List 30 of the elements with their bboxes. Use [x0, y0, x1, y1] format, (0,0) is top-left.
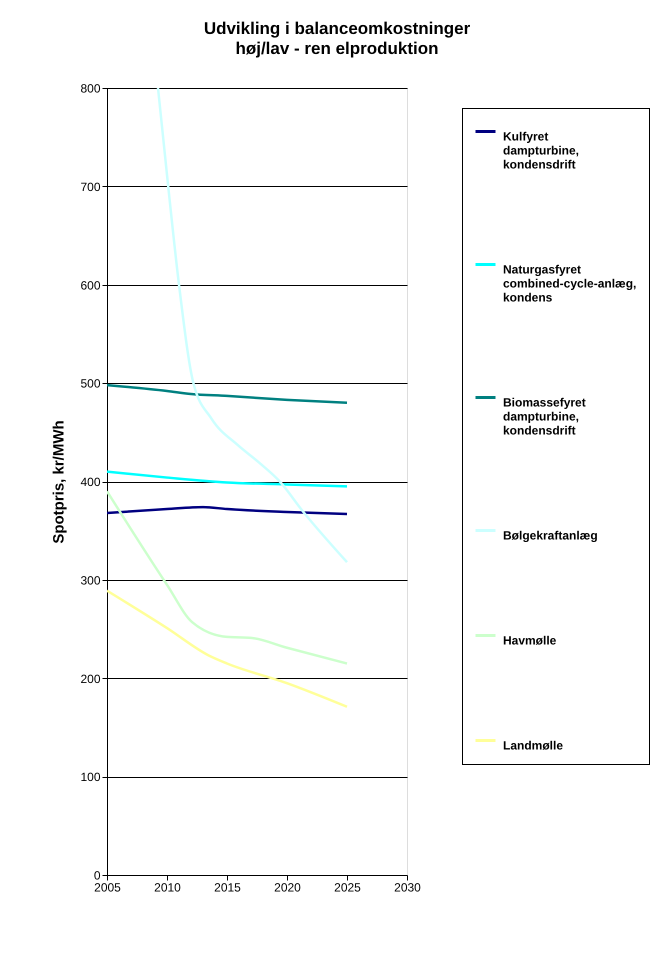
x-tick-label: 2030	[394, 880, 422, 894]
line-series	[107, 470, 348, 488]
y-tick-label: 700	[80, 180, 101, 194]
legend-label: Landmølle	[503, 738, 564, 752]
line-series	[156, 88, 348, 564]
legend-label: Kulfyret dampturbine, kondensdrift	[503, 130, 580, 172]
line-series	[107, 384, 348, 404]
y-tick-label: 300	[80, 573, 101, 588]
x-tick-label: 2015	[214, 880, 242, 894]
line-series	[107, 490, 348, 665]
legend-label: Havmølle	[503, 634, 557, 648]
legend-label: Biomassefyret dampturbine, kondensdrift	[503, 396, 586, 438]
line-series	[107, 506, 348, 516]
x-tick-label: 2005	[94, 880, 122, 894]
legend-label: Naturgasfyret combined-cycle-anlæg, kondens	[503, 262, 636, 304]
y-tick-label: 0	[94, 868, 101, 882]
legend-label: Bølgekraftanlæg	[503, 528, 598, 542]
y-tick-label: 600	[80, 278, 101, 292]
y-tick-label: 400	[80, 475, 101, 489]
y-axis-title: Spotpris, kr/MWh	[50, 420, 68, 544]
line-series	[107, 589, 348, 708]
y-tick-label: 100	[80, 770, 101, 784]
x-tick-label: 2025	[334, 880, 362, 894]
chart-subtitle: høj/lav - ren elproduktion	[235, 39, 439, 58]
x-tick-label: 2020	[274, 880, 302, 894]
y-tick-label: 800	[80, 82, 101, 96]
x-tick-label: 2010	[154, 880, 182, 894]
y-tick-label: 200	[80, 672, 101, 686]
y-tick-label: 500	[80, 376, 101, 391]
chart-title: Udvikling i balanceomkostninger	[204, 19, 471, 38]
